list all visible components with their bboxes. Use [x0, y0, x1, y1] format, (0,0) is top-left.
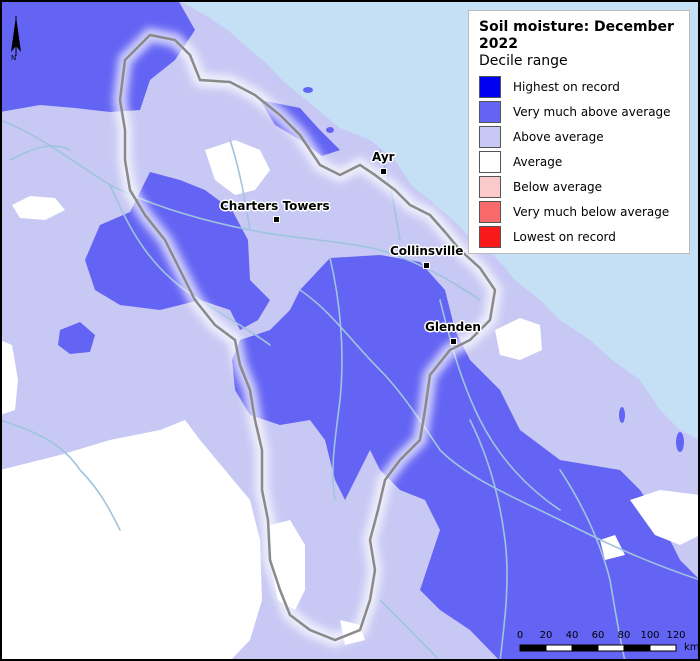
- town-marker-glenden: [450, 338, 457, 345]
- scale-tick-label: 60: [591, 630, 605, 641]
- town-label-glenden: Glenden: [425, 320, 481, 334]
- scale-segment: [545, 644, 573, 652]
- scale-bar: 0 20 40 60 80 100 120 km: [516, 630, 700, 656]
- scale-tick-label: 0: [516, 630, 524, 641]
- legend-swatch: [479, 200, 501, 223]
- legend-swatch: [479, 75, 501, 98]
- town-marker-ayr: [380, 168, 387, 175]
- legend-item: Above average: [479, 124, 679, 149]
- scale-segment: [623, 644, 651, 652]
- legend-label: Lowest on record: [513, 229, 616, 244]
- legend-label: Highest on record: [513, 79, 620, 94]
- scale-tick-label: 100: [640, 630, 660, 641]
- legend-label: Below average: [513, 179, 603, 194]
- town-marker-charters-towers: [273, 216, 280, 223]
- legend-subtitle: Decile range: [479, 53, 568, 69]
- north-label: N: [11, 54, 17, 62]
- scale-tick-label: 120: [666, 630, 686, 641]
- legend-swatch: [479, 125, 501, 148]
- legend-item: Below average: [479, 174, 679, 199]
- legend-item: Average: [479, 149, 679, 174]
- legend-item: Very much below average: [479, 199, 679, 224]
- island: [676, 432, 684, 452]
- island: [326, 127, 334, 133]
- scale-segment: [649, 644, 677, 652]
- legend-label: Above average: [513, 129, 604, 144]
- legend-item: Very much above average: [479, 99, 679, 124]
- scale-bar-graphic: [519, 644, 677, 652]
- legend-title: Soil moisture: December 2022: [479, 19, 674, 52]
- legend-item: Highest on record: [479, 74, 679, 99]
- rivers: [0, 119, 700, 661]
- scale-segment: [519, 644, 547, 652]
- legend-swatch: [479, 100, 501, 123]
- legend-label: Very much below average: [513, 204, 670, 219]
- island: [303, 87, 313, 93]
- town-marker-collinsville: [423, 262, 430, 269]
- average-areas: [0, 140, 700, 661]
- legend-item: Lowest on record: [479, 224, 679, 249]
- north-arrow-icon: [11, 16, 21, 56]
- scale-tick-label: 80: [617, 630, 631, 641]
- scale-unit: km: [684, 642, 700, 653]
- legend-swatch: [479, 225, 501, 248]
- legend-label: Average: [513, 154, 563, 169]
- legend-swatch: [479, 150, 501, 173]
- scale-segment: [571, 644, 599, 652]
- scale-tick-label: 20: [539, 630, 553, 641]
- legend-swatch: [479, 175, 501, 198]
- town-label-ayr: Ayr: [372, 150, 395, 164]
- basin-boundary: [112, 27, 503, 648]
- island: [619, 407, 625, 423]
- legend: Soil moisture: December 2022 Decile rang…: [468, 10, 690, 254]
- north-arrow: N: [9, 16, 23, 66]
- scale-tick-label: 40: [565, 630, 579, 641]
- legend-label: Very much above average: [513, 104, 671, 119]
- scale-segment: [597, 644, 625, 652]
- town-label-collinsville: Collinsville: [390, 244, 464, 258]
- town-label-charters-towers: Charters Towers: [220, 199, 330, 213]
